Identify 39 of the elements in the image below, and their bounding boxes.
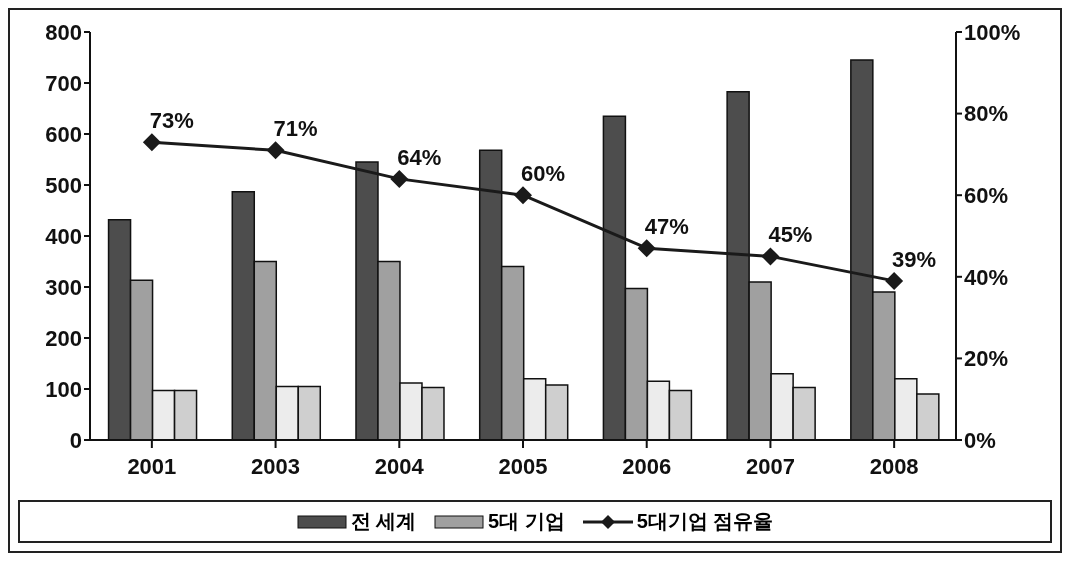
point [514,186,532,205]
x-tick-label: 2007 [745,453,795,479]
data-label: 60% [520,161,566,187]
point [885,271,904,290]
y-tick-label: 100 [45,376,82,402]
y-tick-label: 300 [45,274,82,300]
y2-tick-label: 60% [964,183,1009,209]
data-label: 45% [768,222,813,248]
x-tick-label: 2004 [374,453,425,479]
data-label: 47% [644,214,689,240]
point [142,133,161,152]
x-tick-label: 2003 [251,453,301,479]
y-tick-label: 0 [69,427,82,453]
point [390,169,409,188]
data-label: 71% [273,116,318,142]
y-tick-label: 800 [45,19,82,45]
y2-tick-label: 80% [964,101,1009,127]
y-tick-label: 700 [45,70,82,96]
legend-label: 전 세계 [350,509,417,534]
data-label: 64% [397,144,442,170]
y2-tick-label: 20% [964,346,1009,372]
point [761,247,780,266]
y2-tick-label: 40% [964,264,1009,290]
data-label: 73% [149,108,194,134]
y-tick-label: 500 [45,172,82,198]
legend-label: 5대 기업 [488,509,565,534]
x-tick-label: 2001 [127,453,177,479]
y-tick-label: 200 [45,325,82,351]
x-tick-label: 2008 [869,453,919,479]
y2-tick-label: 100% [964,19,1021,45]
legend-label: 5대기업 점유율 [636,509,774,534]
point [266,141,285,160]
x-tick-label: 2005 [498,453,548,479]
y-tick-label: 400 [45,223,82,249]
data-label: 39% [892,246,937,272]
y-tick-label: 600 [45,121,82,147]
y2-tick-label: 0% [964,427,996,453]
point [637,239,656,258]
x-tick-label: 2006 [622,453,672,479]
